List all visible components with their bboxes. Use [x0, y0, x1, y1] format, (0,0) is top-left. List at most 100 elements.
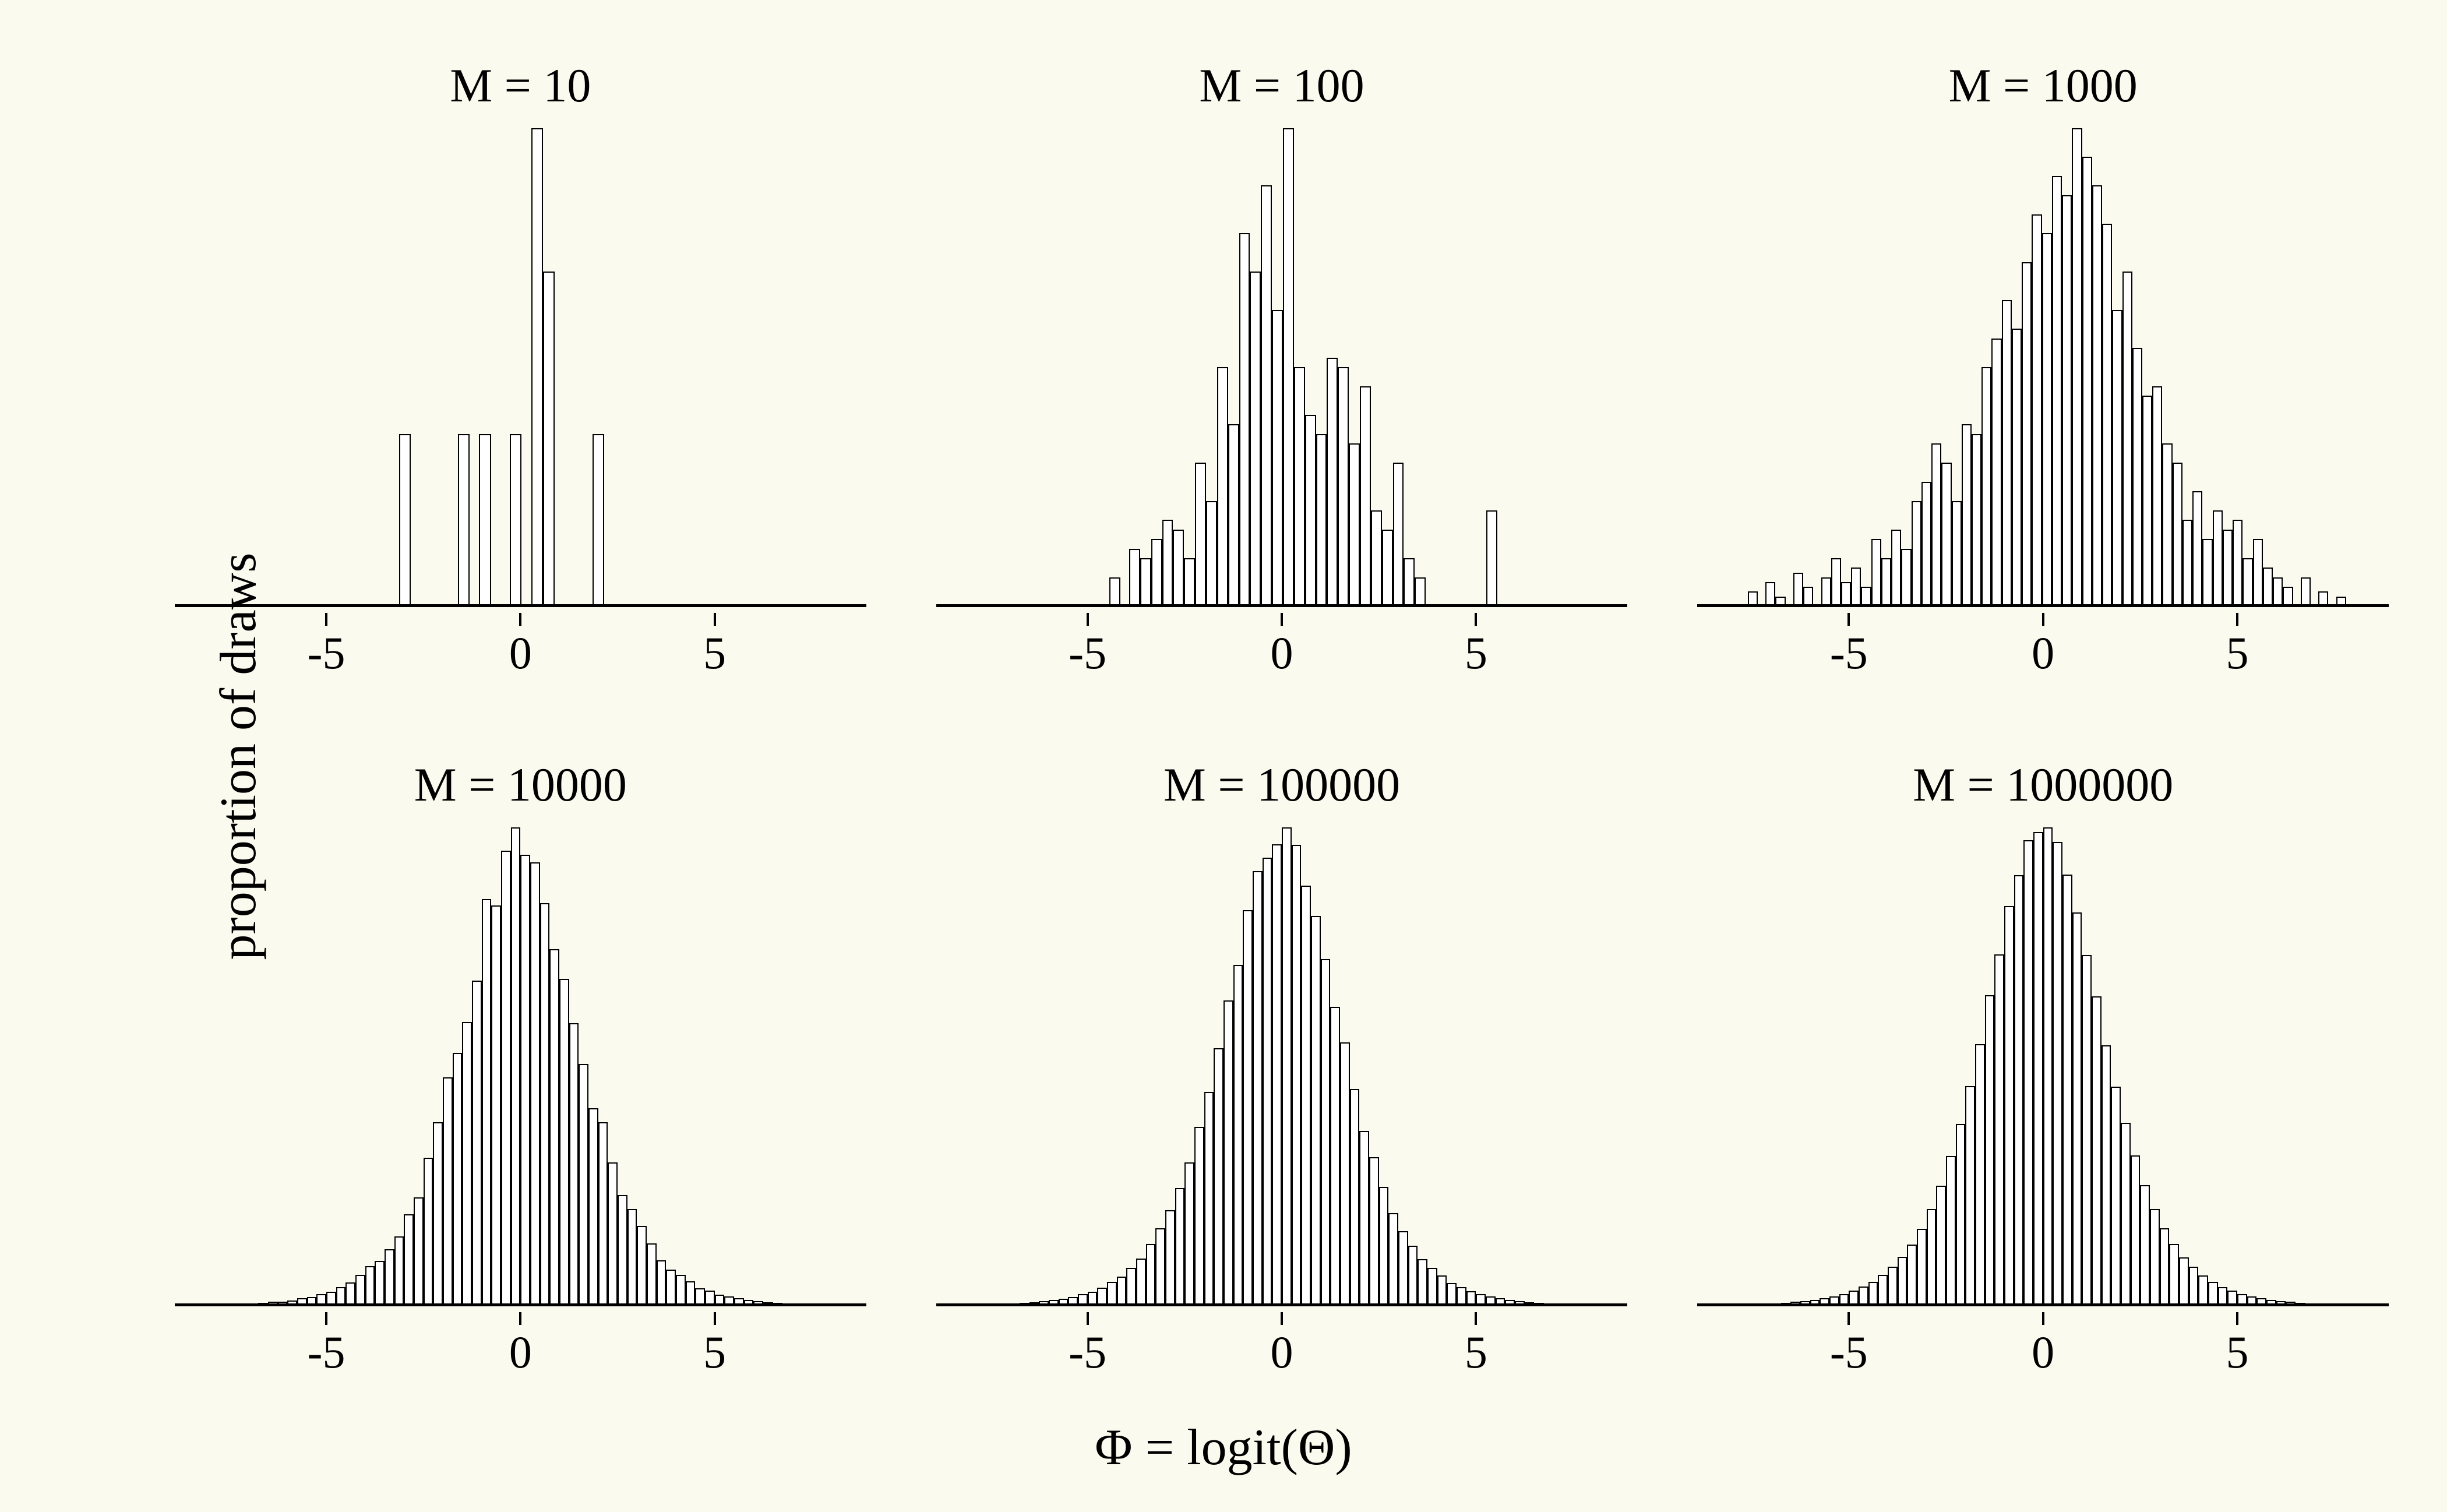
- histogram-bar: [1486, 510, 1497, 606]
- histogram-bar: [1359, 1131, 1369, 1305]
- histogram-bar: [1282, 827, 1292, 1305]
- histogram-bar: [1155, 1228, 1165, 1305]
- histogram-bar: [1253, 871, 1263, 1305]
- histogram-bar: [1239, 233, 1250, 606]
- panel-m1000: M = 1000 -505: [1697, 58, 2389, 676]
- histogram-bar: [647, 1243, 657, 1305]
- histogram-bar: [1912, 501, 1921, 606]
- histogram-bar: [1859, 1287, 1868, 1305]
- histogram-bar: [2150, 1209, 2160, 1305]
- histogram-bar: [1765, 582, 1775, 606]
- histogram-bars: [210, 128, 831, 606]
- histogram-bar: [1330, 1007, 1340, 1305]
- histogram-bar: [2062, 875, 2072, 1305]
- histogram-bar: [1272, 310, 1283, 606]
- histogram-bar: [1956, 1124, 1966, 1305]
- x-tick-label: 5: [703, 1326, 726, 1379]
- histogram-bar: [531, 128, 543, 606]
- histogram-bar: [1129, 549, 1140, 606]
- histogram-bar: [491, 905, 501, 1305]
- histogram-bar: [1898, 1257, 1907, 1305]
- histogram-bar: [1136, 1259, 1146, 1305]
- histogram-bar: [1371, 510, 1382, 606]
- histogram-bar: [1907, 1245, 1917, 1305]
- histogram-bars: [971, 128, 1593, 606]
- histogram-bar: [404, 1214, 414, 1305]
- histogram-bar: [385, 1249, 394, 1305]
- histogram-bar: [414, 1197, 424, 1305]
- histogram-bar: [2253, 539, 2263, 606]
- histogram-bar: [618, 1195, 627, 1305]
- x-tick-label: -5: [1830, 1326, 1868, 1379]
- histogram-bar: [2233, 520, 2243, 606]
- histogram-bar: [549, 949, 559, 1305]
- histogram-bar: [2263, 568, 2273, 606]
- histogram-bar: [2169, 1244, 2179, 1305]
- x-tick: [1847, 1312, 1850, 1325]
- x-tick-label: -5: [1069, 1326, 1106, 1379]
- x-tick-label: 0: [2032, 627, 2054, 679]
- x-tick-label: 0: [1270, 1326, 1293, 1379]
- histogram-bar: [1292, 845, 1302, 1305]
- x-tick: [2042, 613, 2044, 626]
- histogram-bar: [1214, 1048, 1224, 1305]
- histogram-bar: [1146, 1244, 1156, 1305]
- plot-area: [971, 827, 1593, 1305]
- histogram-bar: [1936, 1186, 1946, 1305]
- histogram-bar: [2002, 300, 2012, 606]
- x-tick: [2236, 1312, 2238, 1325]
- histogram-bar: [1206, 501, 1217, 606]
- histogram-bar: [1283, 128, 1294, 606]
- histogram-bar: [2022, 262, 2032, 606]
- x-tick-label: 5: [703, 627, 726, 679]
- histogram-bar: [1165, 1210, 1175, 1305]
- x-ticks: -5 0 5: [1732, 612, 2354, 676]
- x-axis-line: [175, 1303, 866, 1306]
- plot-area: [210, 128, 831, 606]
- histogram-bar: [1261, 185, 1272, 606]
- x-ticks: -505: [971, 1311, 1593, 1375]
- histogram-bar: [2182, 520, 2192, 606]
- x-tick-label: 0: [1270, 627, 1293, 679]
- histogram-bar: [1294, 367, 1305, 606]
- panel-m10000: M = 10000 -505: [175, 757, 866, 1375]
- histogram-bar: [1985, 995, 1995, 1305]
- x-ticks: -5 0 5: [210, 612, 831, 676]
- histogram-bar: [2223, 530, 2233, 606]
- histogram-bar: [1321, 959, 1331, 1305]
- panel-grid: M = 10 -505 M = 100 -505 M = 1000 -505 M…: [175, 58, 2389, 1375]
- histogram-bar: [2072, 912, 2082, 1305]
- x-tick-label: 5: [2226, 627, 2248, 679]
- histogram-bar: [1162, 520, 1173, 606]
- histogram-bar: [1228, 424, 1239, 606]
- x-tick: [325, 1312, 327, 1325]
- histogram-bar: [2012, 329, 2022, 606]
- histogram-bar: [1991, 339, 2001, 606]
- x-tick-label: -5: [1830, 627, 1868, 679]
- x-tick: [714, 1312, 716, 1325]
- histogram-bar: [2301, 577, 2311, 606]
- histogram-bar: [1316, 434, 1327, 606]
- histogram-bar: [1931, 443, 1941, 606]
- x-tick-label: -5: [1069, 627, 1106, 679]
- x-tick-label: -5: [307, 627, 345, 679]
- histogram-bar: [2283, 587, 2293, 606]
- histogram-bar: [543, 272, 555, 606]
- histogram-bar: [1263, 858, 1272, 1305]
- x-tick-label: 5: [1465, 627, 1487, 679]
- x-tick-label: 0: [509, 627, 532, 679]
- histogram-bar: [2042, 233, 2052, 606]
- histogram-bar: [2014, 875, 2024, 1305]
- histogram-bar: [2202, 539, 2212, 606]
- histogram-bar: [2023, 840, 2033, 1305]
- histogram-bar: [2192, 491, 2202, 606]
- histogram-bar: [1437, 1275, 1447, 1305]
- histogram-bar: [1404, 558, 1415, 606]
- histogram-bar: [1195, 463, 1206, 606]
- plot-area: [1732, 827, 2354, 1305]
- histogram-bar: [1871, 539, 1881, 606]
- figure: proportion of draws Φ = logit(Θ) M = 10 …: [0, 0, 2447, 1512]
- x-tick: [714, 613, 716, 626]
- histogram-bar: [1151, 539, 1162, 606]
- histogram-bar: [1388, 1213, 1398, 1305]
